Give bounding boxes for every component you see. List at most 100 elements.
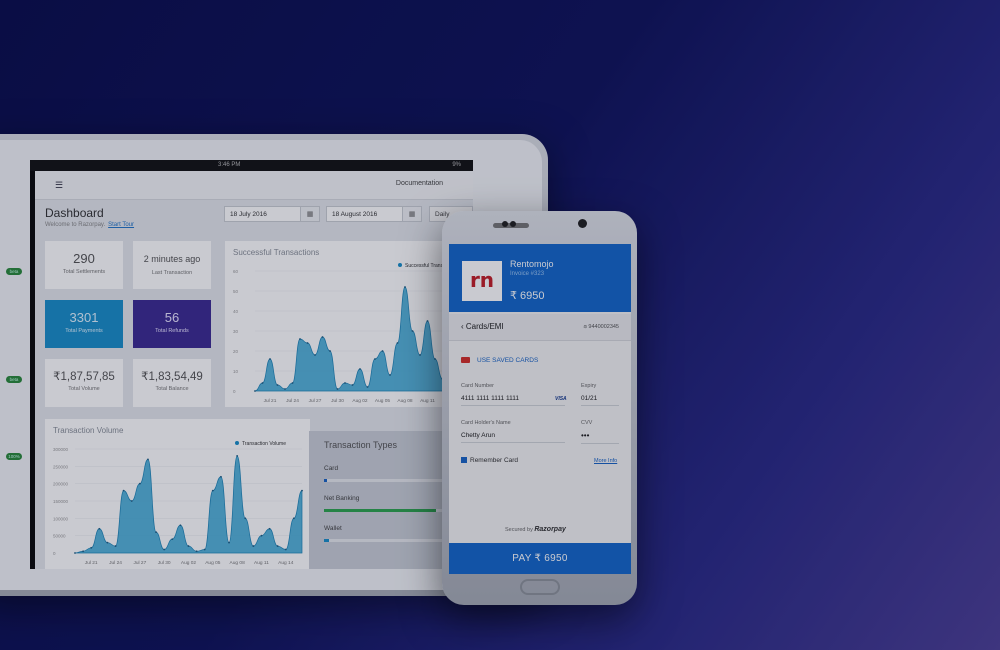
y-tick-label: 10 bbox=[233, 369, 239, 374]
y-tick-label: 40 bbox=[233, 309, 239, 314]
data-point bbox=[434, 358, 436, 360]
menu-icon[interactable]: ☰ bbox=[55, 180, 64, 190]
status-time: 3:46 PM bbox=[218, 162, 241, 168]
holder-name-label: Card Holder's Name bbox=[461, 420, 511, 426]
page-subtitle: Welcome to Razorpay. Start Tour bbox=[45, 222, 134, 228]
stat-value: 290 bbox=[73, 251, 95, 266]
area-series bbox=[74, 455, 303, 554]
start-tour-link[interactable]: Start Tour bbox=[108, 222, 135, 228]
checkout-screen: rn Rentomojo Invoice #323 ₹ 6950 ‹ Cards… bbox=[449, 244, 631, 574]
expiry-label: Expiry bbox=[581, 383, 597, 389]
data-point bbox=[419, 354, 421, 356]
invoice-number: Invoice #323 bbox=[510, 271, 545, 277]
data-point bbox=[155, 531, 157, 534]
stat-card-payments[interactable]: 3301 Total Payments bbox=[45, 300, 123, 348]
data-point bbox=[426, 320, 429, 322]
contact-number[interactable]: ⍝ 9440002345 bbox=[584, 324, 619, 331]
status-bar: 3:46 PM 9% bbox=[30, 160, 473, 171]
data-point bbox=[284, 548, 287, 551]
type-bar-fill bbox=[324, 539, 330, 542]
home-button[interactable] bbox=[520, 579, 560, 595]
calendar-icon[interactable]: ▦ bbox=[402, 207, 421, 221]
dashboard-app: ☰ Documentation Dashboard Welcome to Raz… bbox=[35, 171, 473, 569]
sidebar-badge: 100% bbox=[6, 453, 22, 460]
stat-card-volume: ₹1,87,57,85 Total Volume bbox=[45, 359, 123, 407]
y-tick-label: 30 bbox=[233, 329, 239, 334]
x-tick-label: Aug 05 bbox=[205, 560, 221, 566]
stat-label: Total Payments bbox=[65, 328, 103, 334]
y-tick-label: 50000 bbox=[53, 534, 66, 539]
x-tick-label: Jul 21 bbox=[85, 560, 98, 566]
saved-cards-label: USE SAVED CARDS bbox=[477, 357, 539, 364]
data-point bbox=[195, 550, 198, 553]
card-number-label: Card Number bbox=[461, 383, 495, 389]
data-point bbox=[329, 350, 331, 352]
legend-label: Successful Transactions bbox=[405, 263, 459, 269]
remember-card-checkbox[interactable]: Remember Card bbox=[461, 457, 518, 464]
data-point bbox=[179, 524, 182, 527]
holder-name-input[interactable]: Chetty Arun bbox=[461, 432, 565, 443]
legend-label: Transaction Volume bbox=[242, 441, 286, 447]
data-point bbox=[163, 548, 166, 551]
x-tick-label: Aug 02 bbox=[181, 560, 197, 566]
type-bar bbox=[324, 479, 444, 482]
date-to-input[interactable]: 18 August 2016 ▦ bbox=[326, 206, 422, 222]
page-title: Dashboard bbox=[45, 206, 104, 220]
data-point bbox=[98, 527, 101, 530]
area-series bbox=[254, 286, 466, 392]
chart-title: Transaction Volume bbox=[53, 426, 124, 435]
y-tick-label: 0 bbox=[233, 389, 236, 394]
stat-value: ₹1,83,54,49 bbox=[141, 371, 203, 383]
card-number-input[interactable]: 4111 1111 1111 1111 bbox=[461, 395, 565, 406]
data-point bbox=[106, 541, 109, 544]
stat-label: Total Balance bbox=[155, 386, 189, 392]
y-tick-label: 300000 bbox=[53, 447, 69, 452]
data-point bbox=[389, 374, 391, 376]
stat-card-refunds[interactable]: 56 Total Refunds bbox=[133, 300, 211, 348]
pay-button[interactable]: PAY ₹ 6950 bbox=[449, 543, 631, 574]
data-point bbox=[254, 390, 256, 392]
y-tick-label: 50 bbox=[233, 289, 239, 294]
calendar-icon[interactable]: ▦ bbox=[300, 207, 319, 221]
y-tick-label: 0 bbox=[53, 551, 56, 556]
camera-icon bbox=[502, 221, 508, 227]
data-point bbox=[366, 386, 369, 388]
data-point bbox=[236, 455, 239, 457]
data-point bbox=[396, 342, 399, 344]
sidebar bbox=[30, 171, 35, 569]
data-point bbox=[306, 342, 309, 344]
sidebar-badge: beta bbox=[6, 376, 22, 383]
checkbox-checked-icon bbox=[461, 457, 467, 463]
user-icon: ⍝ bbox=[583, 324, 589, 330]
data-point bbox=[269, 358, 271, 360]
data-point bbox=[252, 545, 255, 547]
stat-card-last-transaction: 2 minutes ago Last Transaction bbox=[133, 241, 211, 289]
x-tick-label: Jul 21 bbox=[264, 398, 277, 404]
legend-marker bbox=[235, 441, 239, 445]
razorpay-logo: Razorpay bbox=[534, 526, 566, 533]
transaction-volume-chart: Transaction Volume 0 50000 100000 150000 2000… bbox=[53, 426, 303, 566]
remember-card-label: Remember Card bbox=[470, 457, 519, 464]
x-tick-label: Jul 30 bbox=[331, 398, 344, 404]
stat-label: Total Volume bbox=[68, 386, 100, 392]
documentation-link[interactable]: Documentation bbox=[395, 180, 443, 187]
date-from-input[interactable]: 18 July 2016 ▦ bbox=[224, 206, 320, 222]
use-saved-cards-link[interactable]: USE SAVED CARDS bbox=[461, 357, 538, 364]
checkout-header: rn Rentomojo Invoice #323 ₹ 6950 bbox=[449, 244, 631, 312]
y-tick-label: 60 bbox=[233, 269, 239, 274]
more-info-link[interactable]: More Info bbox=[594, 458, 618, 464]
y-tick-label: 200000 bbox=[53, 482, 69, 487]
data-point bbox=[114, 545, 117, 547]
x-tick-label: Jul 27 bbox=[309, 398, 322, 404]
data-point bbox=[404, 286, 406, 288]
front-camera-icon bbox=[578, 219, 587, 228]
type-bar-fill bbox=[324, 509, 436, 512]
data-point bbox=[276, 384, 279, 386]
back-button[interactable]: ‹ Cards/EMI bbox=[461, 322, 504, 331]
expiry-input[interactable]: 01/21 bbox=[581, 395, 619, 406]
sensor-icon bbox=[510, 221, 516, 227]
successful-transactions-panel: Successful Transactions 0 10 20 30 40 50 60 Jul … bbox=[225, 241, 473, 407]
cvv-input[interactable]: ••• bbox=[581, 431, 619, 444]
chart-title: Successful Transactions bbox=[233, 248, 319, 257]
successful-transactions-chart: Successful Transactions 0 10 20 30 40 50 60 Jul … bbox=[233, 248, 466, 404]
